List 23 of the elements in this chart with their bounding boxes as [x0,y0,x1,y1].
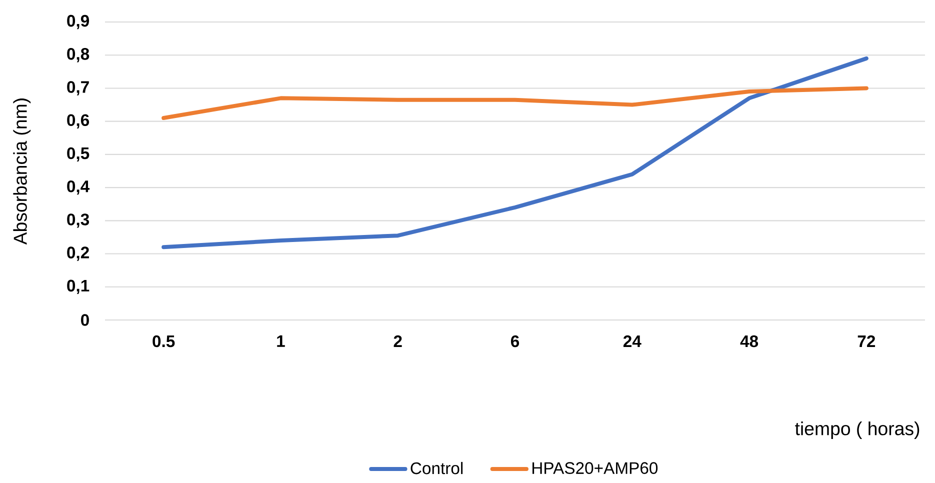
x-tick-label: 0.5 [152,335,175,348]
legend-label: HPAS20+AMP60 [532,462,658,474]
y-tick-label: 0,8 [67,48,90,62]
x-tick-label: 1 [277,335,285,347]
x-tick-label: 72 [858,335,876,348]
x-tick-label: 48 [740,335,758,348]
x-axis-title: tiempo ( horas) [795,422,920,439]
x-tick-label: 2 [394,335,402,348]
y-tick-label: 0,6 [67,114,90,128]
y-tick-label: 0,2 [67,246,89,261]
y-tick-label: 0,7 [67,81,89,96]
y-tick-label: 0,9 [67,14,90,30]
y-tick-label: 0,1 [67,280,90,294]
line-series [162,56,868,250]
y-tick-label: 0,4 [67,180,90,195]
y-tick-label: 0,3 [67,214,90,228]
y-tick-label: 0 [81,314,89,326]
y-tick-label: 0,5 [67,147,90,162]
line-series [162,86,868,120]
y-axis-title: Absorbancia (nm) [13,98,31,245]
x-tick-label: 24 [623,335,642,348]
x-tick-label: 6 [510,335,520,348]
legend-label: Control [410,462,463,474]
